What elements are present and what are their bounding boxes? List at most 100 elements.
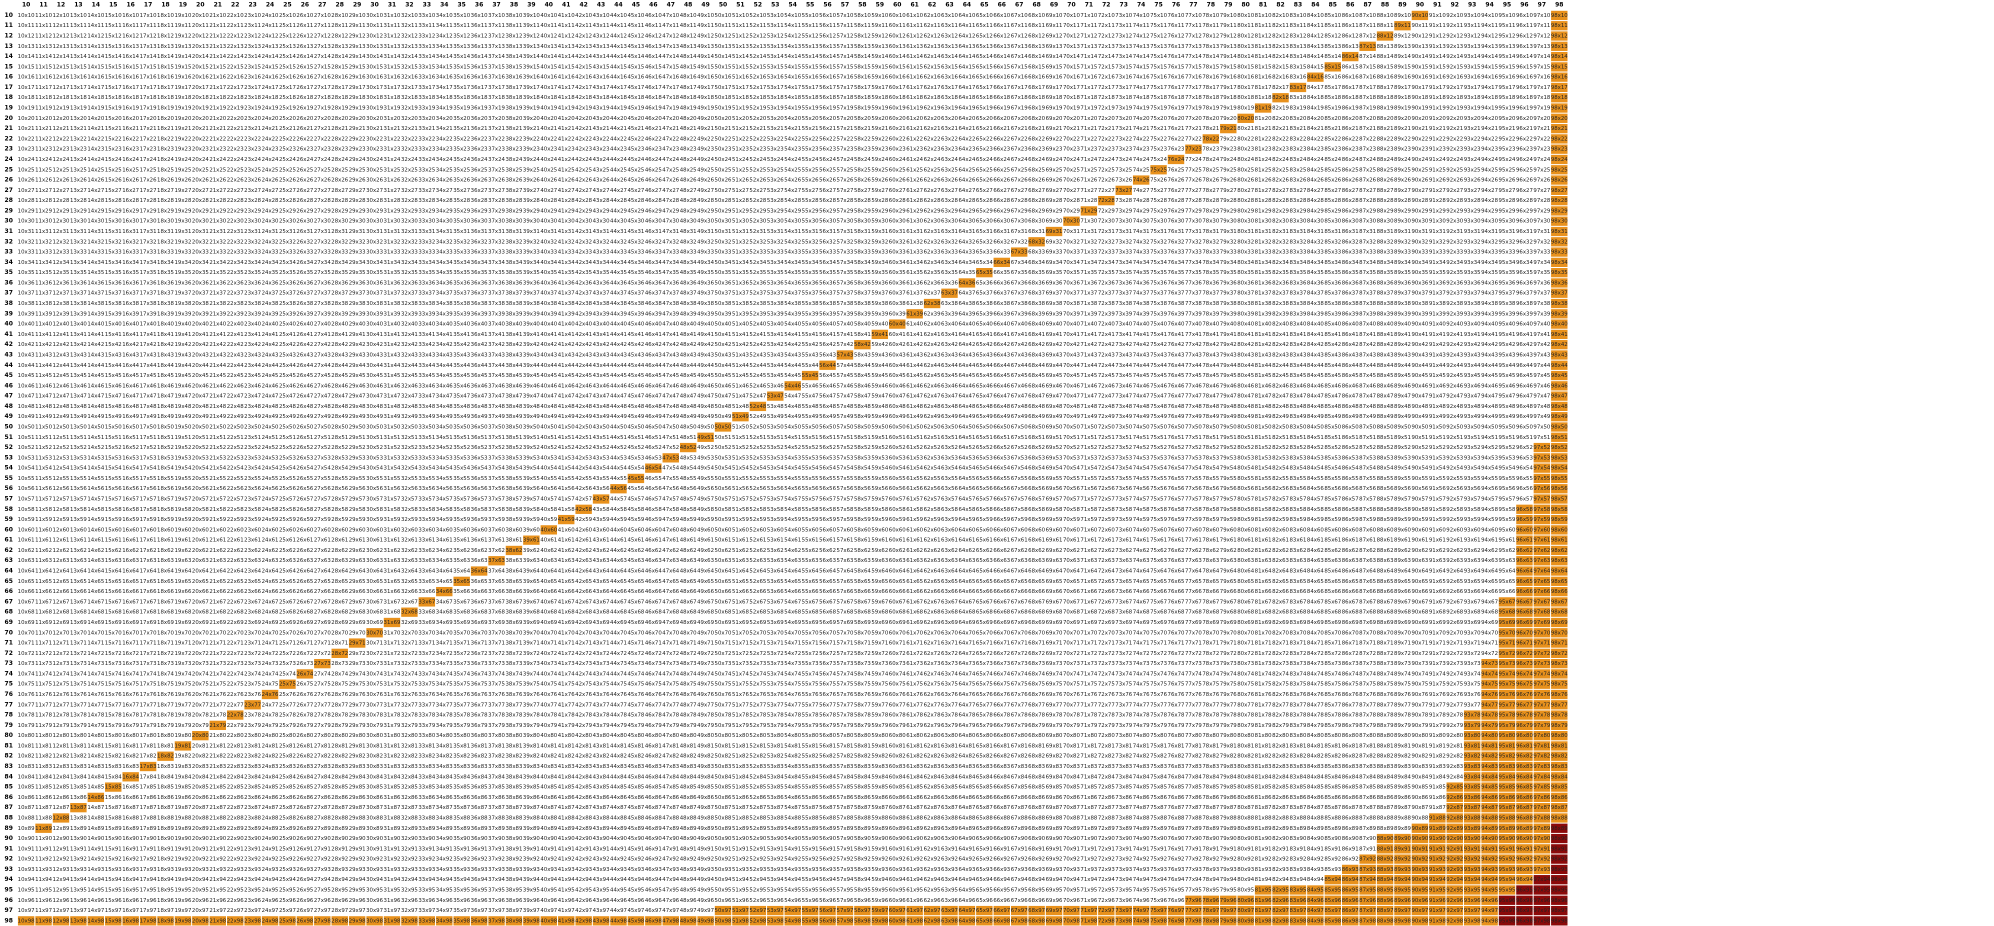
cell-label: 46x22 (645, 136, 662, 142)
cell-label: 48x13 (680, 44, 697, 50)
cell-label: 51x28 (732, 198, 749, 204)
cell-label: 11x12 (35, 34, 52, 40)
cell-label: 78x54 (1202, 466, 1219, 472)
cell-label: 47x17 (662, 85, 679, 91)
cell-label: 13x33 (70, 250, 87, 256)
cell-label: 12x25 (53, 167, 70, 173)
cell-label: 78x48 (1202, 404, 1219, 410)
highlight-cell (1324, 895, 1342, 905)
cell-label: 65x29 (976, 208, 993, 214)
cell-label: 64x21 (958, 126, 975, 132)
cell-label: 16x47 (122, 394, 139, 400)
cell-label: 81x25 (1255, 167, 1272, 173)
cell-label: 37x23 (488, 147, 505, 153)
cell-label: 35x48 (453, 404, 470, 410)
cell-label: 38x33 (505, 250, 522, 256)
cell-label: 33x48 (418, 404, 435, 410)
cell-label: 89x29 (1394, 208, 1411, 214)
cell-label: 61x20 (906, 116, 923, 122)
cell-label: 40x48 (540, 404, 557, 410)
cell-label: 38x19 (505, 106, 522, 112)
cell-label: 77x50 (1185, 424, 1202, 430)
cell-label: 16x36 (122, 280, 139, 286)
cell-label: 58x48 (854, 404, 871, 410)
column-header: 86 (1346, 2, 1354, 9)
cell-label: 23x46 (244, 383, 261, 389)
cell-label: 72x55 (1098, 476, 1115, 482)
cell-label: 50x32 (715, 239, 732, 245)
cell-label: 64x12 (958, 34, 975, 40)
cell-label: 62x13 (924, 44, 941, 50)
cell-label: 20x52 (192, 445, 209, 451)
cell-label: 44x20 (610, 116, 627, 122)
cell-label: 92x54 (1446, 466, 1463, 472)
cell-label: 44x52 (610, 445, 627, 451)
cell-label: 41x19 (558, 106, 575, 112)
cell-label: 67x33 (1011, 250, 1028, 256)
cell-label: 93x18 (1464, 95, 1481, 101)
highlight-cell (453, 576, 470, 586)
cell-label: 52x38 (749, 301, 766, 307)
cell-label: 67x47 (1011, 394, 1028, 400)
cell-label: 29x25 (349, 167, 366, 173)
cell-label: 24x30 (262, 219, 279, 225)
cell-label: 41x21 (558, 126, 575, 132)
cell-label: 67x29 (1011, 208, 1028, 214)
cell-label: 69x37 (1046, 291, 1063, 297)
cell-label: 19x45 (174, 373, 191, 379)
cell-label: 27x10 (314, 13, 331, 19)
cell-label: 40x24 (540, 157, 557, 163)
cell-label: 29x32 (349, 239, 366, 245)
cell-label: 66x52 (993, 445, 1010, 451)
highlight-cell (1411, 854, 1429, 864)
highlight-cell (1516, 566, 1533, 576)
cell-label: 43x28 (593, 198, 610, 204)
cell-label: 58x28 (854, 198, 871, 204)
cell-label: 53x31 (767, 229, 784, 235)
cell-label: 98x43 (1551, 352, 1568, 358)
cell-label: 41x42 (558, 342, 575, 348)
cell-label: 21x40 (209, 322, 226, 328)
cell-label: 54x56 (784, 486, 801, 492)
cell-label: 88x57 (1377, 497, 1394, 503)
highlight-cell (1498, 617, 1516, 628)
cell-label: 90x22 (1411, 136, 1428, 142)
cell-label: 58x34 (854, 260, 871, 266)
cell-label: 50x43 (715, 352, 732, 358)
cell-label: 56x26 (819, 178, 836, 184)
cell-label: 46x52 (645, 445, 662, 451)
cell-label: 62x53 (924, 455, 941, 461)
cell-label: 23x53 (244, 455, 261, 461)
cell-label: 29x44 (349, 363, 366, 369)
cell-label: 47x47 (662, 394, 679, 400)
cell-label: 37x19 (488, 106, 505, 112)
cell-label: 28x35 (331, 270, 348, 276)
cell-label: 66x41 (993, 332, 1010, 338)
cell-label: 81x28 (1255, 198, 1272, 204)
cell-label: 94x45 (1481, 373, 1498, 379)
cell-label: 87x44 (1359, 363, 1376, 369)
cell-label: 64x50 (958, 424, 975, 430)
cell-label: 39x19 (523, 106, 540, 112)
cell-label: 64x18 (958, 95, 975, 101)
column-header: 76 (1172, 2, 1180, 9)
highlight-cell (296, 916, 314, 926)
highlight-cell (52, 813, 70, 823)
cell-label: 62x34 (924, 260, 941, 266)
cell-label: 83x27 (1289, 188, 1306, 194)
cell-label: 58x45 (854, 373, 871, 379)
cell-label: 65x37 (976, 291, 993, 297)
cell-label: 47x36 (662, 280, 679, 286)
cell-label: 51x21 (732, 126, 749, 132)
cell-label: 49x31 (697, 229, 714, 235)
cell-label: 56x22 (819, 136, 836, 142)
cell-label: 58x41 (854, 332, 871, 338)
cell-label: 87x14 (1359, 54, 1376, 60)
cell-label: 21x53 (209, 455, 226, 461)
cell-label: 73x31 (1115, 229, 1132, 235)
cell-label: 63x54 (941, 466, 958, 472)
cell-label: 70x49 (1063, 414, 1080, 420)
cell-label: 47x41 (662, 332, 679, 338)
cell-label: 55x30 (802, 219, 819, 225)
cell-label: 63x22 (941, 136, 958, 142)
